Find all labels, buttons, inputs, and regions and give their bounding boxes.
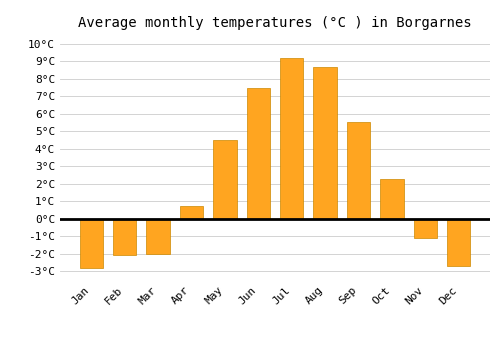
Bar <box>113 219 136 256</box>
Title: Average monthly temperatures (°C ) in Borgarnes: Average monthly temperatures (°C ) in Bo… <box>78 16 472 30</box>
Bar <box>246 88 270 219</box>
Bar <box>180 206 203 219</box>
Bar <box>347 122 370 219</box>
Bar <box>146 219 170 254</box>
Bar <box>380 178 404 219</box>
Bar <box>213 140 236 219</box>
Bar <box>414 219 437 238</box>
Bar <box>80 219 103 268</box>
Bar <box>280 58 303 219</box>
Bar <box>314 66 337 219</box>
Bar <box>447 219 470 266</box>
